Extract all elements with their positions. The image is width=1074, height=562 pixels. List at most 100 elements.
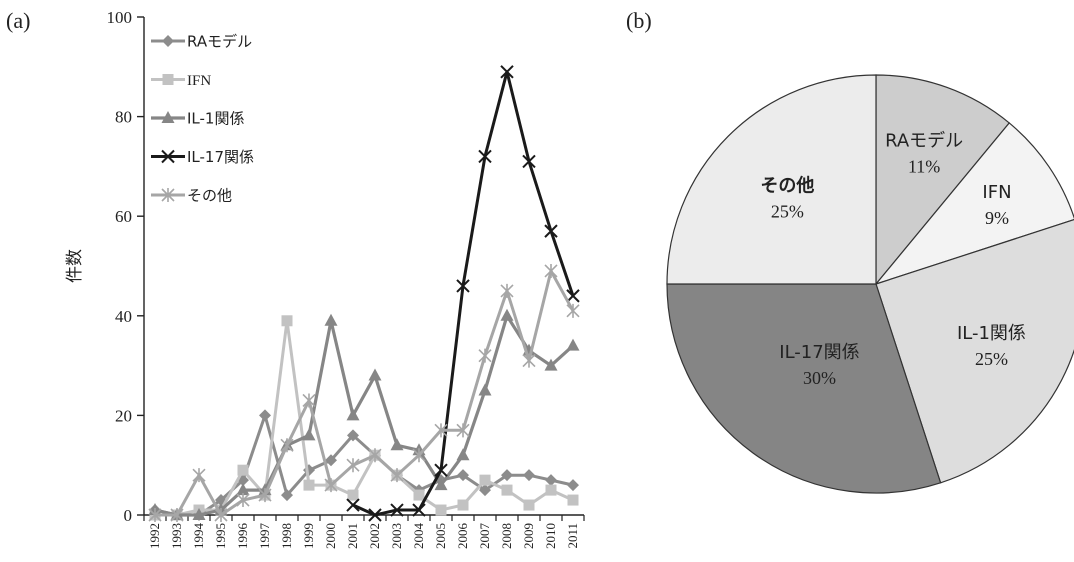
legend-swatch-marker — [161, 111, 175, 123]
data-point — [236, 493, 250, 508]
data-point — [545, 474, 557, 487]
data-point — [434, 463, 448, 477]
x-tick-label: 2002 — [367, 523, 382, 549]
pie-slice-name: IL-17関係 — [779, 342, 859, 363]
x-tick-label: 2011 — [565, 523, 580, 549]
pie-slice-name: その他 — [760, 174, 814, 196]
pie-slice — [666, 74, 877, 285]
legend-label: RAモデル — [187, 33, 252, 51]
x-tick-label: 1993 — [169, 523, 184, 549]
data-point — [566, 338, 580, 351]
x-tick-label: 2001 — [345, 523, 360, 549]
data-point — [324, 313, 338, 326]
data-point — [500, 65, 514, 79]
legend-item: RAモデル — [151, 33, 252, 51]
data-point — [325, 454, 337, 467]
pie-slice-group: IFN 9% — [874, 122, 1074, 286]
pie-slice-percent: 25% — [975, 349, 1008, 369]
x-tick-label: 1998 — [279, 523, 294, 549]
data-point — [567, 494, 579, 506]
data-point — [522, 154, 536, 169]
data-point — [456, 448, 470, 461]
data-point — [302, 393, 316, 408]
x-tick-label: 2005 — [433, 523, 448, 549]
x-tick-label: 1995 — [213, 523, 228, 549]
data-point — [302, 428, 316, 441]
x-axis: 1992 1993 1994 1995 1996 1997 1998 1999 2000 2001… — [143, 514, 585, 550]
data-point — [303, 479, 315, 491]
legend-item: その他 — [151, 187, 232, 205]
data-point — [148, 508, 162, 522]
legend-swatch-marker — [162, 74, 174, 85]
data-point — [347, 489, 359, 501]
legend-item: IL-17関係 — [151, 148, 254, 166]
data-point — [346, 458, 360, 473]
series-asterisk — [148, 263, 580, 522]
data-point — [192, 468, 206, 483]
x-tick-label: 2004 — [411, 523, 426, 550]
data-point — [457, 499, 469, 511]
data-point — [457, 469, 469, 482]
pie-slice — [666, 283, 942, 494]
data-point — [434, 423, 448, 438]
data-point — [566, 289, 580, 303]
pie-slice-group: IL-1関係 25% — [875, 219, 1074, 484]
legend-label: IFN — [187, 73, 211, 89]
data-point — [413, 489, 425, 501]
legend-swatch-marker — [161, 149, 175, 164]
legend-label: IL-17関係 — [187, 148, 254, 166]
data-point — [214, 508, 228, 522]
series-line — [154, 413, 574, 517]
pie-slice-group: RAモデル 11% — [875, 74, 1011, 286]
panel-label-a: (a) — [6, 8, 30, 33]
pie-slice-percent: 30% — [803, 368, 836, 388]
data-point — [258, 488, 272, 503]
data-point — [523, 499, 535, 511]
series-triangle — [148, 308, 580, 520]
data-point — [501, 484, 513, 496]
x-tick-label: 1999 — [301, 523, 316, 549]
pie-slice-name: IL-1関係 — [957, 323, 1026, 344]
y-tick-label: 60 — [115, 207, 132, 226]
data-point — [324, 478, 338, 493]
data-point — [280, 438, 294, 453]
pie-slice — [874, 122, 1074, 286]
pie-slice-group: IL-17関係 30% — [666, 283, 942, 494]
x-tick-label: 2008 — [499, 523, 514, 549]
y-axis: 0 20 40 60 80 100 — [107, 8, 145, 525]
data-point — [544, 263, 558, 278]
legend-swatch-marker — [161, 188, 175, 202]
data-point — [456, 279, 470, 293]
pie-slice-name: IFN — [982, 182, 1011, 203]
pie-slice-percent: 11% — [908, 156, 940, 176]
data-point — [566, 303, 580, 318]
legend-item: IL-1関係 — [151, 110, 244, 128]
x-tick-label: 2006 — [455, 523, 470, 550]
data-point — [390, 438, 404, 451]
data-point — [523, 469, 535, 482]
y-tick-label: 80 — [115, 108, 132, 127]
legend-swatch-marker — [162, 35, 174, 47]
legend-label: その他 — [187, 187, 232, 205]
x-tick-label: 1992 — [147, 523, 162, 549]
data-point — [501, 469, 513, 482]
x-tick-label: 2009 — [521, 523, 536, 549]
data-point — [281, 315, 293, 327]
pie-slice-percent: 25% — [771, 201, 804, 221]
y-tick-label: 20 — [115, 406, 132, 425]
data-point — [544, 224, 558, 238]
data-point — [281, 489, 293, 502]
x-tick-label: 1994 — [191, 523, 206, 550]
y-axis-label: 件数 — [65, 249, 85, 283]
series-square — [149, 315, 579, 521]
series-layer — [148, 65, 580, 522]
pie-slice — [875, 74, 1011, 286]
series-line — [154, 314, 575, 517]
data-point — [236, 483, 250, 496]
data-point — [479, 474, 491, 486]
data-point — [412, 503, 426, 517]
legend-item: IFN — [151, 73, 211, 89]
